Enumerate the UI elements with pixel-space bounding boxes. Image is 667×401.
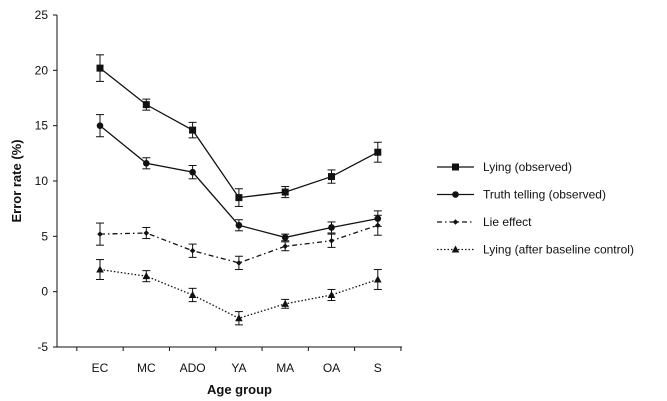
data-point (96, 64, 104, 72)
y-tick-label: 5 (41, 229, 48, 243)
x-axis-title: Age group (207, 382, 272, 397)
data-point (143, 159, 150, 167)
legend-label: Lying (observed) (483, 160, 572, 174)
legend-item: Truth telling (observed) (437, 188, 606, 202)
series-line (99, 268, 379, 319)
y-tick-label: 15 (35, 119, 49, 133)
y-tick-label: 20 (35, 63, 49, 77)
data-point (189, 168, 196, 176)
legend: Lying (observed) Truth telling (observed)… (437, 160, 634, 257)
legend-label: Lie effect (483, 215, 532, 229)
series-layer (96, 54, 382, 326)
legend-marker (452, 219, 459, 225)
y-axis-title: Error rate (%) (9, 139, 24, 222)
data-point (327, 290, 336, 298)
y-tick-label: 10 (35, 174, 49, 188)
y-tick-label: -5 (37, 340, 48, 354)
data-point (189, 247, 196, 254)
data-point (236, 260, 242, 266)
data-point (97, 231, 103, 237)
data-point (282, 243, 288, 250)
y-tick-label: 25 (35, 8, 49, 22)
data-point (328, 173, 335, 181)
axes: -5 0 5 10 15 20 25 EC MC ADO YA MA OA S (35, 8, 402, 375)
legend-item: Lying (after baseline control) (437, 243, 634, 257)
x-tick-label: S (374, 361, 382, 375)
x-tick-label: EC (92, 361, 109, 375)
legend-marker (452, 191, 459, 198)
data-point (235, 314, 243, 322)
series-2 (96, 114, 382, 242)
data-point (143, 230, 150, 236)
x-tick-label: MC (137, 361, 156, 375)
x-tick-label: OA (323, 361, 340, 375)
data-point (188, 290, 197, 298)
legend-item: Lie effect (437, 215, 532, 229)
legend-label: Lying (after baseline control) (483, 243, 634, 257)
data-point (142, 101, 150, 109)
x-tick-label: MA (276, 361, 294, 375)
legend-label: Truth telling (observed) (483, 188, 606, 202)
legend-marker (451, 245, 460, 253)
data-point (281, 234, 289, 241)
data-point (235, 194, 243, 202)
data-point (96, 122, 104, 129)
data-point (374, 148, 382, 156)
y-tick-label: 0 (41, 285, 48, 299)
legend-item: Lying (observed) (437, 160, 572, 174)
series-1 (96, 54, 382, 207)
data-point (235, 221, 243, 229)
data-point (374, 275, 382, 283)
series-3 (96, 214, 382, 271)
x-tick-label: ADO (180, 361, 206, 375)
series-line (99, 67, 379, 199)
data-point (281, 188, 289, 196)
data-point (328, 224, 335, 231)
data-point (142, 272, 151, 280)
data-point (281, 299, 289, 307)
series-4 (96, 259, 382, 326)
data-point (328, 237, 335, 244)
data-point (96, 265, 104, 273)
data-point (189, 126, 197, 134)
x-tick-label: YA (231, 361, 246, 375)
data-point (375, 222, 381, 229)
legend-marker (452, 163, 459, 171)
